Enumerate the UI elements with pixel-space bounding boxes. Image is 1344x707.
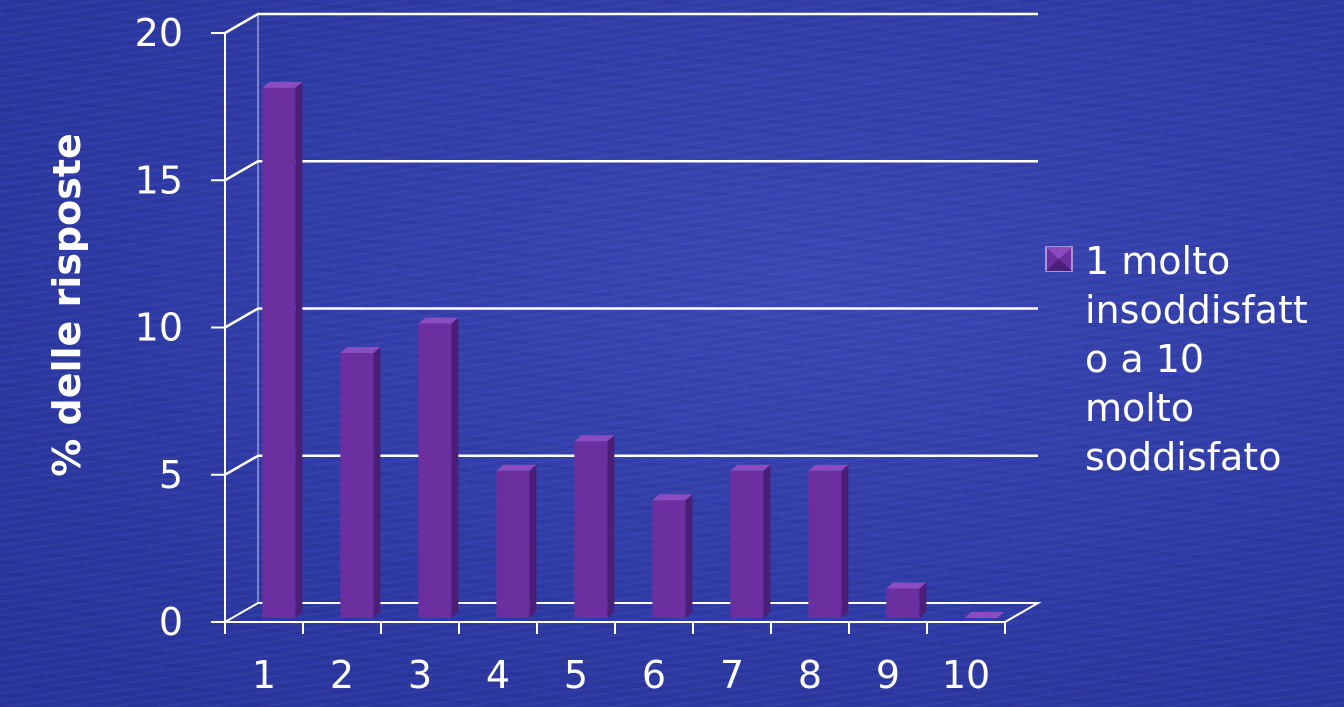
y-tick-labels: 0 5 10 15 20: [135, 11, 183, 644]
bar-top: [964, 612, 1005, 618]
gridline: [224, 307, 1038, 329]
y-tick-label: 10: [135, 306, 183, 350]
bar-front: [730, 470, 764, 618]
legend-label: 1 molto insoddisfatt o a 10 molto soddisfato: [1085, 239, 1308, 479]
legend-label-line: molto: [1085, 386, 1194, 430]
bar: [340, 346, 381, 618]
bar-side: [685, 494, 693, 618]
bar-side: [295, 81, 303, 618]
bar-front: [808, 470, 842, 618]
y-tick-label: 20: [135, 11, 183, 55]
bar-top: [808, 464, 849, 471]
bar-side: [841, 464, 849, 618]
bar: [730, 464, 771, 618]
x-tick-label: 1: [252, 653, 276, 697]
bar-top: [886, 582, 927, 589]
x-tick-label: 8: [798, 653, 822, 697]
bar-top: [730, 464, 771, 471]
x-tick-label: 5: [564, 653, 588, 697]
x-tick-label: 7: [720, 653, 744, 697]
bar: [808, 464, 849, 618]
legend-swatch: [1045, 246, 1073, 272]
bar: [496, 464, 537, 618]
gridline: [224, 160, 1038, 182]
bar-side: [763, 464, 771, 618]
bar-front: [496, 470, 530, 618]
x-tick-label: 9: [876, 653, 900, 697]
bar: [574, 435, 615, 618]
bar-front: [652, 500, 686, 618]
y-tick-label: 0: [159, 600, 183, 644]
legend: 1 molto insoddisfatt o a 10 molto soddisfato: [1045, 239, 1308, 479]
bar-top: [418, 317, 459, 324]
bar-top: [652, 494, 693, 501]
bar-top: [262, 81, 303, 88]
bar-side: [529, 464, 537, 618]
bar: [418, 317, 459, 618]
bar: [262, 81, 303, 618]
x-tick-label: 3: [408, 653, 432, 697]
bar-top: [340, 346, 381, 353]
bar-front: [340, 352, 374, 618]
y-axis-title: % delle risposte: [45, 133, 89, 477]
legend-label-line: soddisfato: [1085, 435, 1281, 479]
legend-label-line: 1 molto: [1085, 239, 1230, 283]
bar-side: [919, 582, 927, 618]
bar-side: [373, 346, 381, 618]
x-tick-label: 10: [942, 653, 990, 697]
y-tick-label: 15: [135, 158, 183, 202]
bar: [652, 494, 693, 618]
y-tick-label: 5: [159, 453, 183, 497]
bar: [964, 612, 1005, 618]
bar: [886, 582, 927, 618]
bar-top: [496, 464, 537, 471]
bar-front: [574, 441, 608, 618]
bar-side: [451, 317, 459, 618]
legend-label-line: o a 10: [1085, 337, 1204, 381]
x-tick-label: 2: [330, 653, 354, 697]
bar-front: [262, 87, 296, 618]
x-tick-labels: 1 2 3 4 5 6 7 8 9 10: [252, 653, 990, 697]
floor-outline: [224, 602, 1042, 623]
gridlines: [224, 12, 1038, 476]
x-tick-label: 4: [486, 653, 510, 697]
bars: [262, 81, 1005, 618]
gridline: [224, 12, 1038, 35]
bar-side: [607, 435, 615, 618]
bar-top: [574, 435, 615, 442]
bar-front: [886, 588, 920, 618]
bar-front: [418, 323, 452, 618]
x-tick-label: 6: [642, 653, 666, 697]
legend-label-line: insoddisfatt: [1085, 288, 1308, 332]
axes: [211, 32, 1006, 634]
gridline: [224, 454, 1038, 476]
